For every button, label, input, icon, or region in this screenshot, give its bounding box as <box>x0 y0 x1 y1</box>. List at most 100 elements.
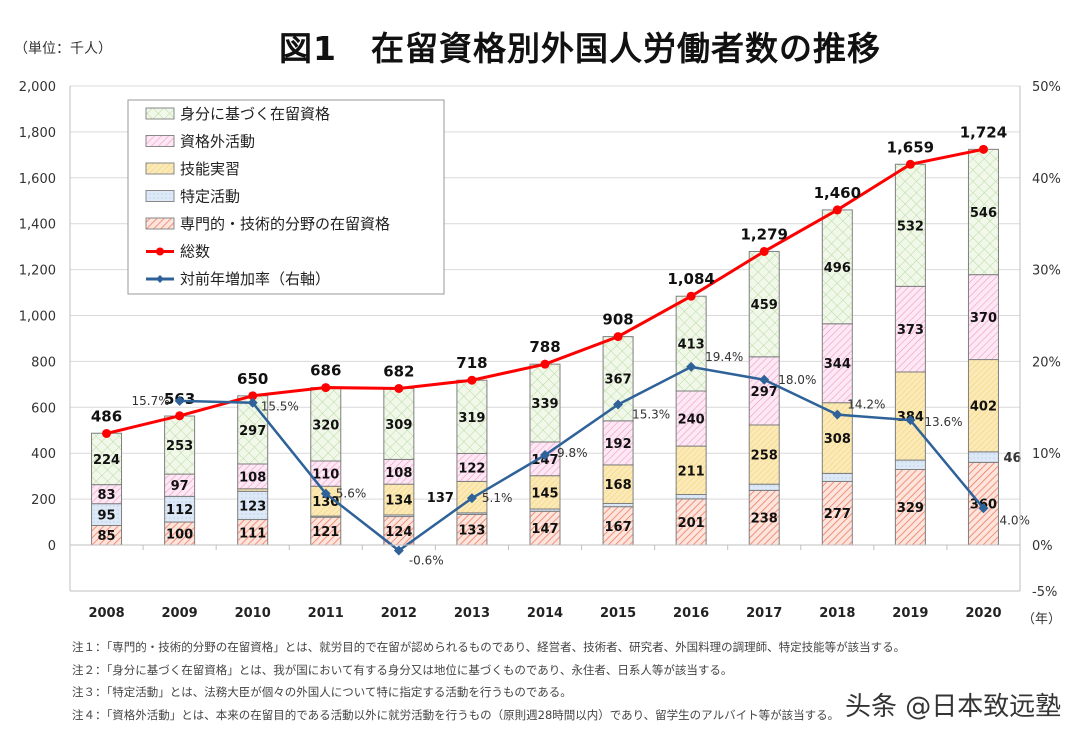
bar-segment <box>456 452 488 482</box>
bar-segment <box>894 468 926 546</box>
bar-value-label: 134 <box>385 494 412 509</box>
growth-label: 15.3% <box>632 408 670 422</box>
legend-swatch <box>145 107 175 120</box>
y-tick-label: 1,400 <box>19 218 56 233</box>
bar-segment <box>748 424 780 485</box>
bar-value-label: 110 <box>312 468 339 483</box>
growth-point <box>247 397 258 408</box>
bar-value-label: 211 <box>678 464 705 479</box>
note-1: 注１：「専門的・技術的分野の在留資格」とは、就労目的で在留が認められるものであり… <box>72 640 906 654</box>
bar-value-label: 339 <box>531 397 558 412</box>
bar-value-label: 297 <box>751 385 778 400</box>
x-tick-label: 2010 <box>235 606 271 621</box>
y-tick-label: 600 <box>31 401 56 416</box>
bar-value-label: 373 <box>897 323 924 338</box>
total-point <box>540 359 550 369</box>
total-label: 1,659 <box>887 138 934 156</box>
bar-segment <box>894 459 926 470</box>
total-point <box>978 144 988 154</box>
growth-label: 9.8% <box>557 446 588 460</box>
bar-value-label: 258 <box>751 449 778 464</box>
bar-value-label: 108 <box>385 466 412 481</box>
legend-label: 専門的・技術的分野の在留資格 <box>180 215 390 233</box>
bar-value-label: 329 <box>897 501 924 516</box>
bar-value-label: 147 <box>531 522 558 537</box>
y2-tick-label: 0% <box>1032 539 1053 554</box>
total-point <box>321 383 331 393</box>
bar-segment <box>748 483 780 491</box>
y2-tick-label: 30% <box>1032 264 1061 279</box>
bar-value-label: 95 <box>97 509 115 524</box>
bar-value-label: 97 <box>171 479 189 494</box>
bar-segment <box>748 356 780 426</box>
x-tick-label: 2014 <box>527 606 563 621</box>
bar-value-label: 496 <box>824 261 851 276</box>
y2-tick-label: -5% <box>1032 585 1057 600</box>
bar-segment <box>821 472 853 482</box>
bar-segment <box>383 483 415 516</box>
growth-label: 5.1% <box>482 491 513 505</box>
total-point <box>467 375 477 385</box>
y-tick-label: 1,200 <box>19 264 56 279</box>
legend-swatch <box>145 135 175 147</box>
total-point <box>832 205 842 215</box>
growth-label: 18.0% <box>778 373 816 387</box>
legend-label: 特定活動 <box>180 188 240 206</box>
growth-point <box>686 361 697 372</box>
total-point <box>613 332 623 342</box>
bar-segment <box>237 463 269 490</box>
bar-segment <box>456 513 488 546</box>
y-tick-label: 2,000 <box>19 80 56 95</box>
bar-value-label: 413 <box>678 338 705 353</box>
watermark: 头条 @日本致远塾 <box>845 692 1062 722</box>
x-tick-label: 2011 <box>308 606 344 621</box>
bar-value-label: 123 <box>239 499 266 514</box>
growth-label: 5.6% <box>336 487 367 501</box>
bar-segment <box>821 480 853 546</box>
footnotes: 注１：「専門的・技術的分野の在留資格」とは、就労目的で在留が認められるものであり… <box>72 636 905 726</box>
x-tick-label: 2008 <box>88 606 124 621</box>
y2-tick-label: 10% <box>1032 447 1061 462</box>
y2-tick-label: 50% <box>1032 80 1061 95</box>
x-tick-label: 2019 <box>892 606 928 621</box>
total-point <box>394 383 404 393</box>
bar-segment <box>675 445 707 496</box>
x-tick-label: 2009 <box>162 606 198 621</box>
bar-segment <box>602 420 634 466</box>
bar-value-label: 147 <box>531 453 558 468</box>
bar-segment <box>967 359 999 453</box>
total-label: 788 <box>529 338 560 356</box>
legend-swatch <box>145 217 175 230</box>
y-tick-label: 1,600 <box>19 172 56 187</box>
x-tick-label: 2013 <box>454 606 490 621</box>
bar-value-label: 124 <box>385 525 412 540</box>
growth-label: 15.5% <box>261 400 299 414</box>
bar-segment <box>164 415 196 475</box>
total-point <box>248 391 258 401</box>
y2-tick-label: 40% <box>1032 172 1061 187</box>
total-label: 718 <box>456 354 487 372</box>
growth-label: 19.4% <box>705 350 743 364</box>
growth-line <box>179 365 985 553</box>
bar-value-label: 238 <box>751 512 778 527</box>
chart-svg: 8595832241001129725311112310829712113011… <box>19 80 1061 627</box>
bar-value-label: 309 <box>385 418 412 433</box>
bar-value-label: 308 <box>824 432 851 447</box>
legend-swatch <box>145 190 175 202</box>
bar-value-label: 224 <box>93 453 120 468</box>
note-2: 注２：「身分に基づく在留資格」とは、我が国において有する身分又は地位に基づくもの… <box>72 662 733 677</box>
growth-point <box>320 488 331 499</box>
bar-value-label: 532 <box>897 219 924 234</box>
bar-value-label: 344 <box>824 357 851 372</box>
total-label: 1,724 <box>960 123 1007 141</box>
bar-value-label: 111 <box>239 526 266 541</box>
growth-label: 14.2% <box>847 398 885 412</box>
legend-label: 技能実習 <box>180 160 240 178</box>
growth-point <box>540 450 550 461</box>
total-label: 686 <box>310 362 341 380</box>
bar-value-label: 145 <box>531 486 558 501</box>
bar-segment <box>894 285 926 373</box>
x-tick-label: 2017 <box>746 606 782 621</box>
total-label: 650 <box>237 370 268 388</box>
x-tick-label: 2012 <box>381 606 417 621</box>
